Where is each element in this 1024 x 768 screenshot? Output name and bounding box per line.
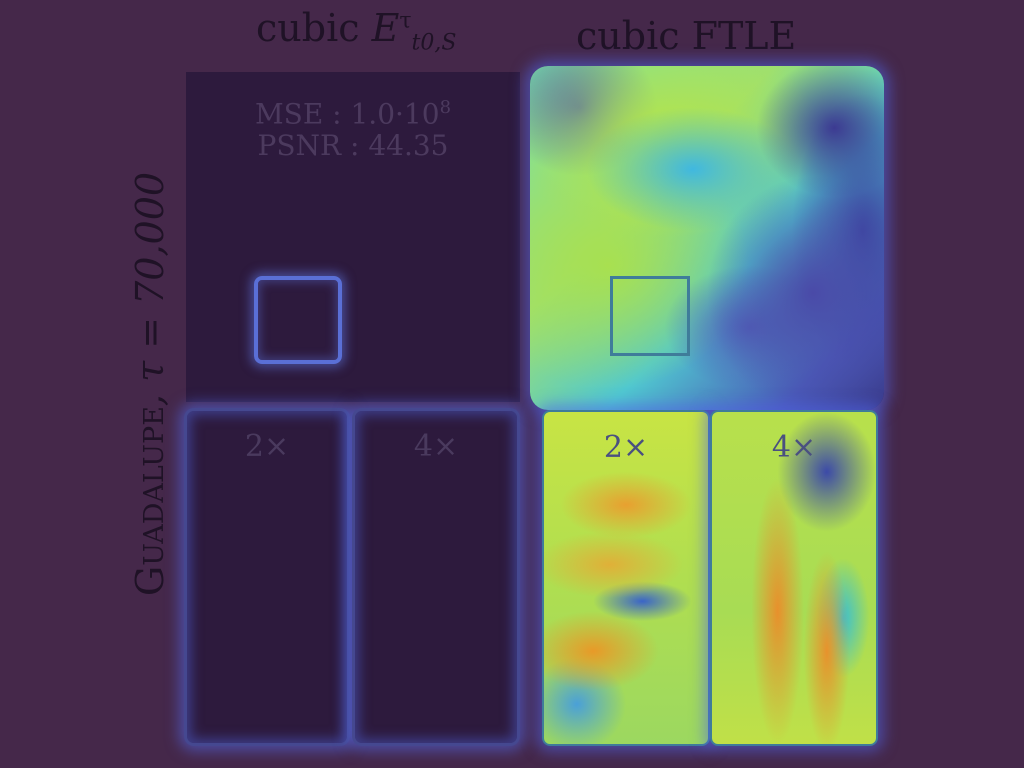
title-error-sub: t0,S — [411, 30, 457, 56]
psnr-label: PSNR : 44.35 — [257, 129, 449, 163]
ftle-zoom-2x: 2× — [542, 410, 710, 746]
title-error-symbol: E — [371, 6, 400, 50]
error-main-panel: MSE : 1.0·108 PSNR : 44.35 — [186, 72, 520, 402]
error-zoom-2x: 2× — [184, 408, 350, 746]
title-error-prefix: cubic — [256, 6, 372, 50]
error-zoom-4x: 4× — [352, 408, 520, 746]
error-stats: MSE : 1.0·108 PSNR : 44.35 — [186, 92, 520, 162]
zoom-label-2x: 2× — [244, 429, 290, 464]
title-error: cubic Eτt0,S — [256, 6, 456, 56]
row-label: Guadalupe, τ = 70,000 — [128, 172, 172, 596]
ftle-zoom-label-2x: 2× — [603, 430, 649, 465]
ftle-zoom-4x: 4× — [710, 410, 878, 746]
zoom-label-4x: 4× — [413, 429, 459, 464]
title-ftle: cubic FTLE — [576, 14, 797, 58]
mse-label: MSE : 1.0·108 — [254, 97, 452, 131]
row-label-param: , τ = 70,000 — [128, 171, 172, 407]
ftle-main-panel — [530, 66, 884, 410]
error-zoom-region-box — [254, 276, 342, 364]
row-label-dataset: Guadalupe — [128, 406, 172, 597]
ftle-zoom-region-box — [610, 276, 690, 356]
ftle-zoom-label-4x: 4× — [771, 430, 817, 465]
title-error-sup: τ — [399, 8, 412, 34]
